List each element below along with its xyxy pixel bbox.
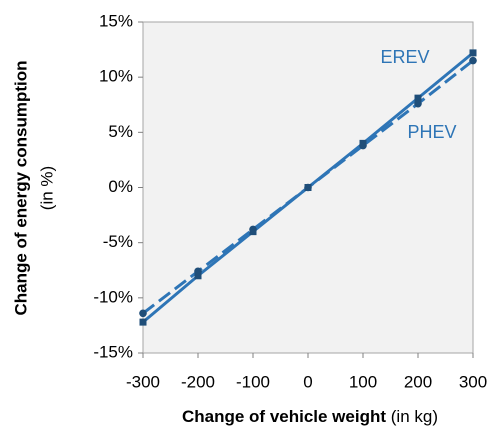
marker bbox=[249, 225, 257, 234]
x-tick-label: 300 bbox=[459, 372, 487, 391]
marker bbox=[194, 267, 202, 276]
y-tick-label: -15% bbox=[93, 342, 133, 361]
y-tick-label: 15% bbox=[99, 11, 133, 30]
marker bbox=[139, 309, 147, 318]
y-tick-label: 0% bbox=[108, 177, 133, 196]
x-tick-label: 100 bbox=[349, 372, 377, 391]
marker bbox=[414, 99, 422, 108]
y-tick-label: 10% bbox=[99, 67, 133, 86]
marker bbox=[359, 141, 367, 150]
x-tick-label: -200 bbox=[181, 372, 215, 391]
marker bbox=[414, 94, 422, 102]
x-tick-label: -300 bbox=[126, 372, 160, 391]
y-axis-label: Change of energy consumption bbox=[11, 60, 30, 315]
series-label: EREV bbox=[380, 47, 429, 67]
marker bbox=[469, 56, 477, 65]
x-tick-label: 0 bbox=[303, 372, 312, 391]
y-tick-label: 5% bbox=[108, 122, 133, 141]
marker bbox=[139, 318, 147, 326]
marker bbox=[469, 49, 477, 57]
series-label: PHEV bbox=[407, 122, 456, 142]
marker bbox=[304, 183, 312, 192]
x-axis-label-main: Change of vehicle weight bbox=[182, 407, 386, 426]
x-axis-unit: (in kg) bbox=[391, 407, 438, 426]
x-tick-label: -100 bbox=[236, 372, 270, 391]
x-axis-label: Change of vehicle weight (in kg) bbox=[182, 407, 438, 426]
marker bbox=[194, 272, 202, 280]
x-tick-label: 200 bbox=[404, 372, 432, 391]
y-tick-label: -10% bbox=[93, 287, 133, 306]
y-tick-label: -5% bbox=[103, 232, 133, 251]
y-axis-unit: (in %) bbox=[37, 166, 56, 210]
